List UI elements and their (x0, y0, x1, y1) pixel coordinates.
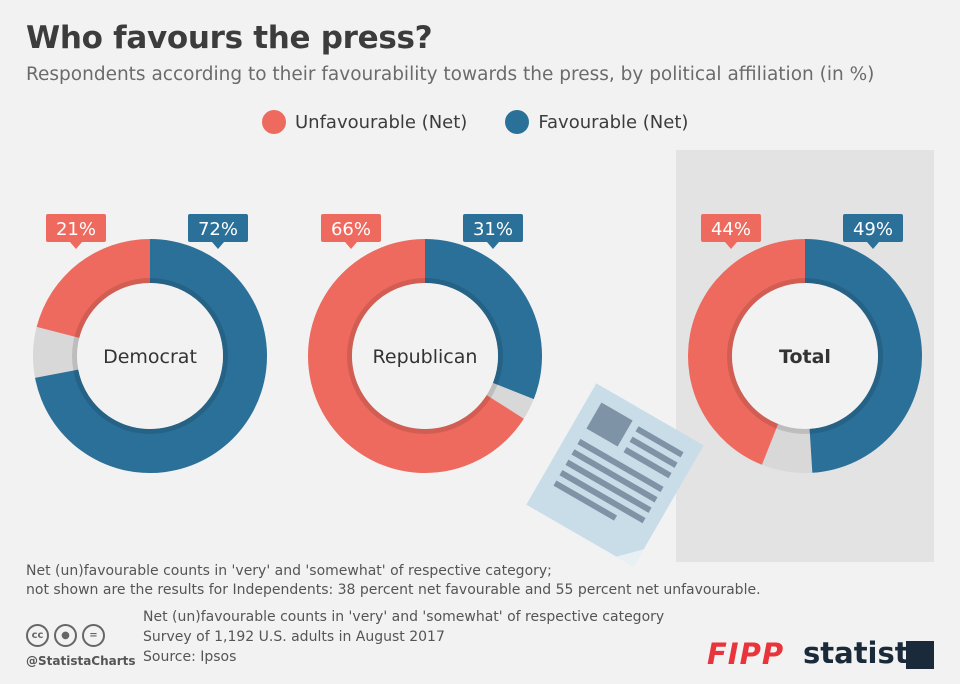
donut-label-total: Total (779, 346, 831, 368)
legend-label-unfavourable: Unfavourable (Net) (295, 111, 468, 133)
badge-unfavourable-republican: 66% (321, 214, 381, 249)
page-title: Who favours the press? (26, 20, 433, 56)
badge-favourable-total-bg (843, 214, 903, 242)
badge-unfavourable-democrat: 21% (46, 214, 106, 249)
donut-slice-favourable-total (805, 239, 923, 473)
donut-slice-unfavourable-republican (308, 239, 524, 473)
donut-label-democrat: Democrat (103, 346, 197, 368)
badge-favourable-democrat-bg (188, 214, 248, 242)
legend-label-favourable: Favourable (Net) (538, 111, 689, 133)
legend-swatch-favourable (505, 110, 530, 134)
badge-favourable-republican-pointer (487, 242, 499, 249)
footer-source: Source: Ipsos (143, 649, 237, 665)
footer-line-1: Net (un)favourable counts in 'very' and … (143, 609, 665, 625)
badge-favourable-democrat-text: 72% (198, 219, 238, 240)
footer-notes: Net (un)favourable counts in 'very' and … (143, 607, 664, 667)
nd-equals-icon: = (82, 624, 105, 647)
badge-unfavourable-total-bg (701, 214, 761, 242)
badge-unfavourable-total: 44% (701, 214, 761, 249)
donut-label-republican: Republican (373, 346, 478, 368)
footer-line-2: Survey of 1,192 U.S. adults in August 20… (143, 629, 445, 645)
badge-favourable-republican: 31% (463, 214, 523, 249)
badge-unfavourable-total-pointer (725, 242, 737, 249)
badge-unfavourable-republican-bg (321, 214, 381, 242)
fipp-logo: FIPP (707, 637, 785, 671)
legend-item-favourable: Favourable (Net) (505, 110, 688, 134)
page-subtitle: Respondents according to their favourabi… (26, 64, 875, 85)
badge-favourable-republican-bg (463, 214, 523, 242)
donut-slice-favourable-republican (425, 239, 543, 400)
chart-legend: Unfavourable (Net) Favourable (Net) (262, 110, 726, 134)
badge-favourable-total-pointer (867, 242, 879, 249)
badge-favourable-democrat-pointer (212, 242, 224, 249)
statista-handle[interactable]: @StatistaCharts (26, 654, 136, 668)
badge-unfavourable-democrat-text: 21% (56, 219, 96, 240)
badge-unfavourable-total-text: 44% (711, 219, 751, 240)
badge-favourable-republican-text: 31% (473, 219, 513, 240)
badge-unfavourable-republican-text: 66% (331, 219, 371, 240)
donut-hole-democrat (77, 283, 223, 429)
note-line-2: not shown are the results for Independen… (26, 582, 761, 598)
statista-logo-icon (906, 641, 934, 669)
note-line-1: Net (un)favourable counts in 'very' and … (26, 563, 552, 579)
badge-favourable-democrat: 72% (188, 214, 248, 249)
license-icons: cc ● = (26, 624, 110, 647)
badge-favourable-total-text: 49% (853, 219, 893, 240)
donut-hole-republican (352, 283, 498, 429)
legend-item-unfavourable: Unfavourable (Net) (262, 110, 467, 134)
badge-unfavourable-republican-pointer (345, 242, 357, 249)
newspaper-icon (526, 383, 704, 567)
chart-note: Net (un)favourable counts in 'very' and … (26, 562, 761, 600)
donut-slice-unfavourable-total (688, 239, 805, 465)
donut-slice-unfavourable-democrat (36, 239, 150, 338)
donut-slice-favourable-democrat (35, 239, 268, 474)
badge-unfavourable-democrat-bg (46, 214, 106, 242)
donut-hole-total (732, 283, 878, 429)
legend-swatch-unfavourable (262, 110, 286, 134)
cc-icon: cc (26, 624, 49, 647)
badge-unfavourable-democrat-pointer (70, 242, 82, 249)
by-person-icon: ● (54, 624, 77, 647)
badge-favourable-total: 49% (843, 214, 903, 249)
